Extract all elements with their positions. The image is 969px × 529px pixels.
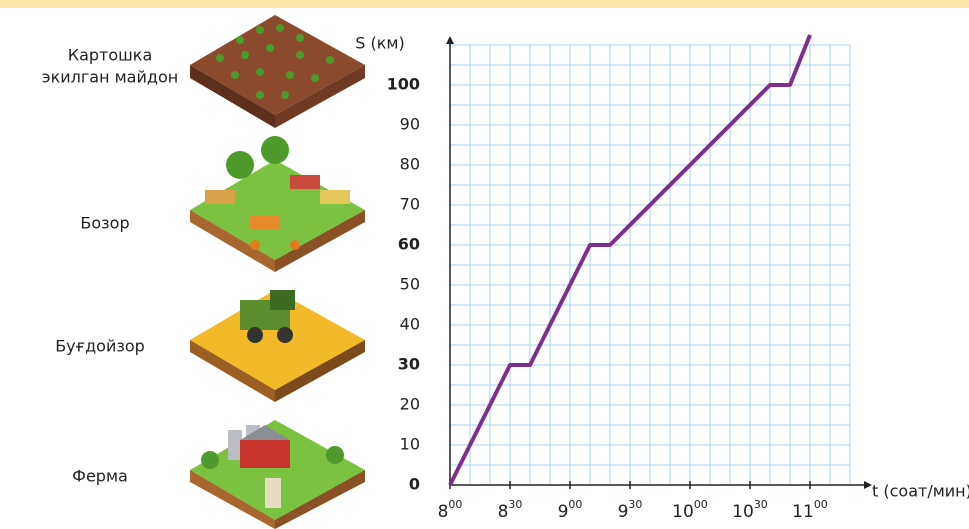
place-label: Буғдойзор: [55, 337, 145, 356]
y-tick-label: 60: [398, 235, 420, 254]
place-label: Картошка: [68, 46, 153, 65]
y-tick-label: 20: [400, 395, 420, 414]
y-tick-label: 40: [400, 315, 420, 334]
place-label: экилган майдон: [42, 68, 178, 87]
tick-hour: 10: [672, 502, 694, 522]
y-tick-label: 10: [400, 435, 420, 454]
x-tick-label: 1030: [732, 498, 768, 522]
tick-hour: 8: [438, 502, 449, 522]
tick-minute: 30: [754, 498, 768, 511]
x-tick-label: 1000: [672, 498, 708, 522]
tick-minute: 00: [568, 498, 582, 511]
tick-minute: 00: [694, 498, 708, 511]
y-tick-label: 90: [400, 115, 420, 134]
x-axis-label: t (соат/мин): [872, 482, 969, 501]
y-tick-label: 50: [400, 275, 420, 294]
market: [190, 136, 365, 272]
place-label: Бозор: [80, 214, 129, 233]
x-tick-label: 1100: [792, 498, 828, 522]
x-tick-label: 930: [618, 498, 643, 522]
tick-minute: 00: [448, 498, 462, 511]
y-tick-label: 100: [387, 75, 420, 94]
tick-minute: 30: [508, 498, 522, 511]
y-axis-label: S (км): [355, 34, 404, 53]
place-label: Ферма: [72, 467, 128, 486]
top-stripe: [0, 0, 969, 8]
tick-minute: 00: [814, 498, 828, 511]
x-tick-label: 800: [438, 498, 463, 522]
farm: [190, 420, 365, 529]
wheat-field: [190, 290, 365, 402]
tick-hour: 9: [558, 502, 569, 522]
x-axis-arrow: [864, 481, 872, 489]
y-tick-label: 30: [398, 355, 420, 374]
x-tick-label: 830: [498, 498, 523, 522]
tick-hour: 8: [498, 502, 509, 522]
tick-hour: 10: [732, 502, 754, 522]
y-tick-label: 0: [409, 475, 420, 494]
y-tick-label: 70: [400, 195, 420, 214]
tick-hour: 9: [618, 502, 629, 522]
potato-field: [190, 15, 365, 128]
data-line: [448, 34, 812, 486]
tick-minute: 30: [628, 498, 642, 511]
x-tick-label: 900: [558, 498, 583, 522]
y-axis-arrow: [446, 36, 454, 44]
tick-hour: 11: [792, 502, 814, 522]
y-tick-label: 80: [400, 155, 420, 174]
